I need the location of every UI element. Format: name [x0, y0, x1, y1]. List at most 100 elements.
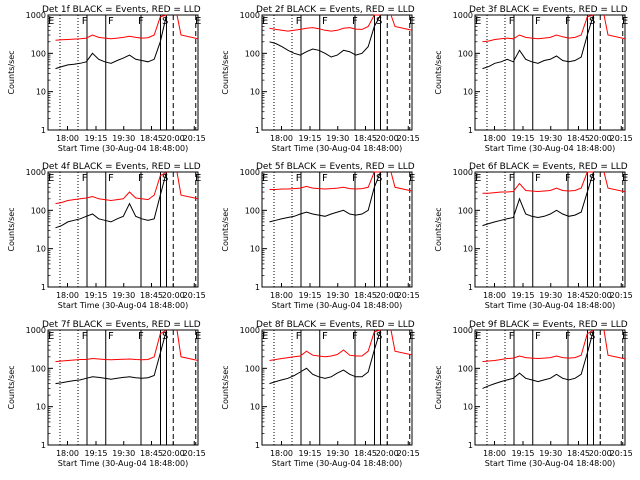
events-line [482, 329, 594, 389]
events-line [55, 171, 167, 229]
x-tick-label: 19:30 [539, 291, 562, 300]
panel-title: Det 6f BLACK = Events, RED = LLD [469, 162, 628, 172]
x-tick-label: 20:00 [376, 291, 399, 300]
marker-label: E [409, 16, 415, 27]
y-tick-label: 100 [245, 206, 260, 215]
plot-frame [474, 14, 626, 131]
marker-label: E [622, 173, 628, 184]
y-tick-label: 1 [468, 126, 473, 135]
x-tick-label: 18:00 [483, 134, 506, 143]
x-tick-label: 18:45 [140, 449, 163, 458]
x-tick-label: 18:00 [483, 291, 506, 300]
marker-label: F [352, 16, 358, 27]
x-axis-label: Start Time (30-Aug-04 18:48:00) [58, 459, 189, 468]
panel-title: Det 5f BLACK = Events, RED = LLD [256, 162, 415, 172]
marker-label: E [475, 16, 481, 27]
y-tick-label: 1 [41, 283, 46, 292]
marker-label: F [509, 16, 515, 27]
y-tick-label: 1 [255, 283, 260, 292]
marker-label: F [82, 16, 88, 27]
panel-title: Det 2f BLACK = Events, RED = LLD [256, 5, 415, 15]
plot-frame [261, 171, 413, 288]
plot-frame [47, 14, 199, 131]
y-tick-label: 1 [41, 126, 46, 135]
marker-label: S [589, 173, 595, 184]
y-tick-label: 1 [255, 126, 260, 135]
x-tick-label: 18:00 [270, 134, 293, 143]
y-tick-label: 100 [458, 206, 473, 215]
x-tick-label: 18:45 [140, 134, 163, 143]
marker-label: F [138, 331, 144, 342]
x-tick-label: 19:15 [511, 134, 534, 143]
marker-label: F [108, 173, 114, 184]
lld-line [269, 171, 381, 190]
y-axis-label: Counts/sec [7, 365, 16, 409]
y-tick-label: 10 [36, 88, 46, 97]
x-tick-label: 19:15 [298, 449, 321, 458]
marker-label: S [376, 173, 382, 184]
marker-label: F [565, 16, 571, 27]
events-line [55, 14, 167, 70]
marker-label: E [262, 173, 268, 184]
plot-frame [474, 171, 626, 288]
marker-label: F [82, 173, 88, 184]
marker-label: F [509, 331, 515, 342]
x-tick-label: 18:45 [354, 449, 377, 458]
marker-label: F [322, 16, 328, 27]
marker-label: F [535, 173, 541, 184]
events-line [269, 329, 381, 385]
marker-label: F [352, 173, 358, 184]
lld-tail-line [390, 329, 413, 356]
y-tick-label: 10 [250, 88, 260, 97]
panel-det-9: Det 9f BLACK = Events, RED = LLD 1 10 100 10… [434, 320, 633, 468]
x-tick-label: 20:00 [589, 449, 612, 458]
marker-label: E [48, 331, 54, 342]
y-tick-label: 100 [245, 49, 260, 58]
x-tick-label: 19:15 [84, 449, 107, 458]
panel-title: Det 1f BLACK = Events, RED = LLD [42, 5, 201, 15]
marker-label: F [509, 173, 515, 184]
x-tick-label: 18:00 [270, 291, 293, 300]
y-tick-label: 1000 [240, 326, 260, 335]
panel-det-8: Det 8f BLACK = Events, RED = LLD 1 10 100 10… [221, 320, 420, 468]
x-tick-label: 20:00 [589, 134, 612, 143]
y-tick-label: 1000 [453, 11, 473, 20]
panel-det-7: Det 7f BLACK = Events, RED = LLD 1 10 100 10… [7, 320, 206, 468]
marker-label: E [262, 331, 268, 342]
x-tick-label: 20:00 [162, 449, 185, 458]
events-line [482, 171, 594, 227]
panel-det-4: Det 4f BLACK = Events, RED = LLD 1 10 100 10… [7, 162, 206, 310]
y-tick-label: 10 [463, 88, 473, 97]
marker-label: F [138, 173, 144, 184]
marker-label: F [322, 331, 328, 342]
marker-label: E [48, 173, 54, 184]
marker-label: E [409, 331, 415, 342]
y-axis-label: Counts/sec [7, 50, 16, 94]
plot-frame [47, 329, 199, 446]
y-tick-label: 100 [245, 364, 260, 373]
lld-line [269, 14, 381, 32]
marker-label: E [622, 331, 628, 342]
y-axis-label: Counts/sec [221, 50, 230, 94]
y-tick-label: 100 [458, 49, 473, 58]
x-tick-label: 19:30 [326, 291, 349, 300]
marker-label: F [296, 331, 302, 342]
lld-tail-line [390, 171, 413, 192]
lld-tail-line [390, 14, 413, 31]
y-tick-label: 10 [463, 403, 473, 412]
y-axis-label: Counts/sec [434, 50, 443, 94]
y-tick-label: 10 [250, 403, 260, 412]
x-tick-label: 18:45 [354, 291, 377, 300]
x-tick-label: 18:45 [567, 134, 590, 143]
y-tick-label: 10 [250, 245, 260, 254]
x-tick-label: 19:15 [511, 291, 534, 300]
x-tick-label: 19:15 [298, 134, 321, 143]
x-tick-label: 20:00 [162, 134, 185, 143]
marker-label: E [48, 16, 54, 27]
lld-line [55, 329, 167, 363]
panel-title: Det 3f BLACK = Events, RED = LLD [469, 5, 628, 15]
x-tick-label: 20:15 [397, 134, 420, 143]
lld-line [482, 171, 594, 194]
marker-label: E [409, 173, 415, 184]
